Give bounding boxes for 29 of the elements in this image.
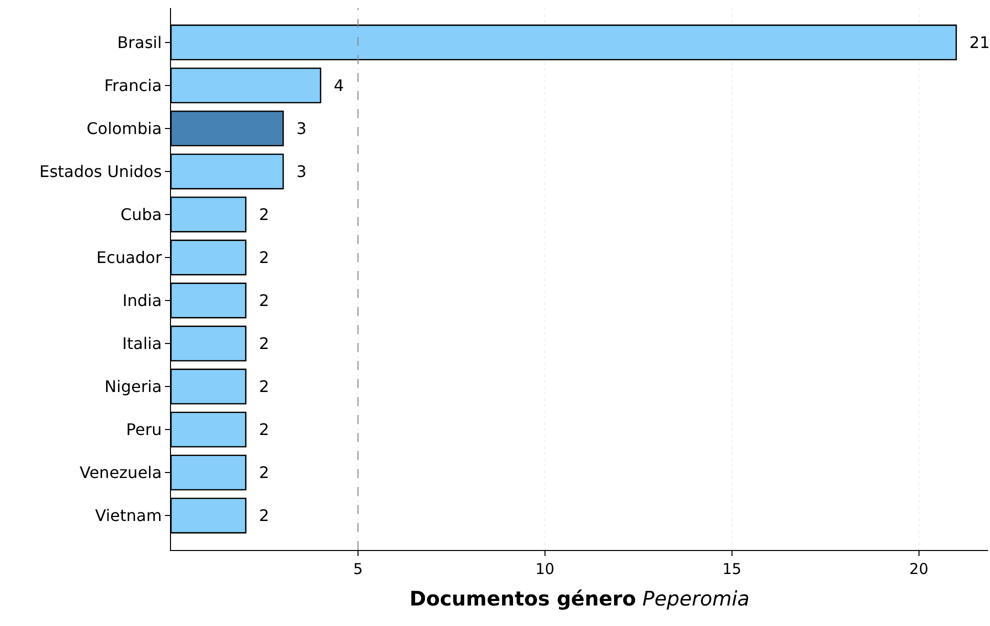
y-tick-label: Estados Unidos <box>39 162 162 182</box>
data-label: 3 <box>286 162 307 181</box>
x-tick-label: 5 <box>353 560 363 578</box>
y-tick-label: Francia <box>104 76 162 96</box>
data-label: 2 <box>248 420 270 440</box>
data-label: 2 <box>248 463 270 482</box>
y-tick-label: Nigeria <box>104 377 162 396</box>
y-tick-label: Brasil <box>117 33 162 52</box>
data-label: 2 <box>248 506 270 526</box>
data-label: 2 <box>248 334 270 354</box>
y-tick-label: Cuba <box>120 205 162 224</box>
data-label: 2 <box>248 377 270 396</box>
y-tick-label: Vietnam <box>95 506 162 526</box>
y-tick-label: India <box>122 291 162 310</box>
data-label: 4 <box>324 76 344 95</box>
data-label: 2 <box>248 204 270 224</box>
data-label: 2 <box>248 248 270 267</box>
x-axis-title: Documentos género Peperomia <box>409 586 750 610</box>
x-tick-label: 10 <box>535 560 554 578</box>
y-tick-label: Peru <box>126 420 162 440</box>
data-label: 3 <box>286 118 307 138</box>
y-tick-label: Italia <box>122 334 162 354</box>
data-label: 2 <box>248 291 270 310</box>
y-tick-label: Ecuador <box>96 248 162 268</box>
x-tick-label: 20 <box>909 560 928 578</box>
y-tick-label: Colombia <box>86 119 162 138</box>
data-label: 21 <box>959 32 990 52</box>
y-tick-label: Venezuela <box>80 463 162 482</box>
x-tick-label: 15 <box>722 560 742 578</box>
